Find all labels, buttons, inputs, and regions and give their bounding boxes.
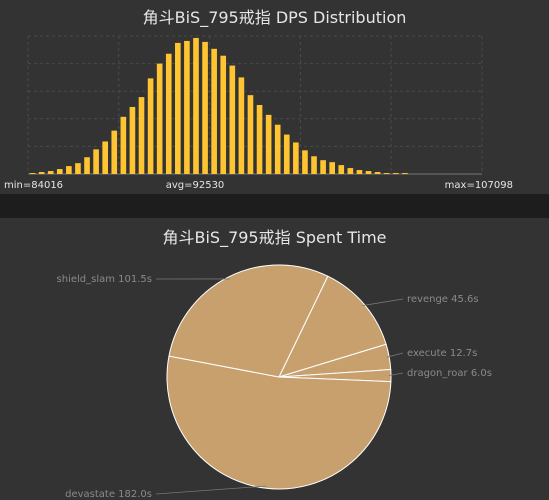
- histogram-bar: [302, 150, 308, 174]
- histogram-bar: [138, 97, 145, 174]
- histogram-bar: [229, 65, 236, 174]
- pie-labels: revenge 45.6s execute 12.7s dragon_roar 6.…: [57, 274, 492, 500]
- histogram-bar: [156, 63, 163, 174]
- histogram-bar: [274, 124, 281, 174]
- pie-leader-line: [388, 372, 404, 377]
- histogram-bar: [111, 130, 118, 174]
- histogram-bar: [93, 149, 99, 174]
- spent-time-title: 角斗BiS_795戒指 Spent Time: [162, 228, 387, 247]
- histogram-bar: [184, 40, 190, 175]
- histogram-bar: [293, 142, 299, 174]
- histogram-bar: [29, 173, 36, 174]
- pie-slice-revenge: [278, 275, 387, 378]
- histogram-bar: [320, 160, 326, 174]
- histogram-bar: [329, 162, 335, 174]
- max-label: max=107098: [445, 180, 513, 191]
- histogram-bar: [356, 170, 363, 174]
- histogram-bar: [129, 106, 136, 174]
- histogram-bar: [102, 141, 108, 174]
- pie-leader-line: [362, 298, 404, 307]
- pie-leader-line: [155, 485, 267, 495]
- histogram-bar: [392, 173, 399, 174]
- min-label: min=84016: [4, 180, 63, 191]
- histogram-bar: [47, 171, 54, 174]
- histogram-bar: [311, 156, 317, 174]
- histogram-bar: [147, 78, 154, 174]
- spent-time-panel: 角斗BiS_795戒指 Spent Time revenge 45.6s exec…: [0, 218, 549, 500]
- spent-time-pie: revenge 45.6s execute 12.7s dragon_roar 6.…: [57, 264, 492, 500]
- histogram-bar: [256, 105, 263, 174]
- dps-histogram: min=84016 avg=92530 max=107098: [4, 35, 513, 191]
- histogram-bar: [347, 168, 354, 174]
- histogram-bar: [75, 163, 81, 174]
- pie-leader-line: [386, 352, 404, 358]
- histogram-bar: [374, 172, 381, 174]
- pie-label-execute: execute 12.7s: [407, 348, 477, 359]
- histogram-bar: [365, 171, 372, 174]
- pie-slice-shield-slam: [168, 264, 329, 378]
- pie-label-dragon-roar: dragon_roar 6.0s: [407, 368, 492, 379]
- pie-slice-devastate: [166, 355, 392, 490]
- panel-divider: [0, 194, 549, 218]
- pie-label-shield-slam: shield_slam 101.5s: [57, 274, 152, 285]
- histogram-bar: [56, 169, 63, 174]
- histogram-bar: [402, 173, 408, 174]
- histogram-bar: [265, 114, 272, 174]
- histogram-bar: [175, 42, 181, 175]
- histogram-bar: [165, 53, 172, 174]
- pie-slices: [166, 264, 392, 490]
- histogram-bar: [202, 41, 208, 174]
- histogram-bar: [283, 134, 290, 174]
- histogram-bar: [120, 116, 127, 174]
- pie-label-revenge: revenge 45.6s: [407, 294, 479, 305]
- avg-label: avg=92530: [166, 180, 225, 191]
- dps-distribution-title: 角斗BiS_795戒指 DPS Distribution: [142, 8, 407, 27]
- histogram-bar: [247, 95, 254, 174]
- histogram-bar: [238, 77, 245, 174]
- histogram-bar: [38, 172, 45, 174]
- histogram-bar: [84, 157, 90, 174]
- pie-label-devastate: devastate 182.0s: [65, 489, 152, 500]
- histogram-bar: [193, 37, 199, 174]
- histogram-bar: [383, 173, 390, 174]
- dps-distribution-panel: 角斗BiS_795戒指 DPS Distribution min=84016 a…: [0, 0, 549, 194]
- histogram-bar: [211, 48, 217, 175]
- histogram-bars: [29, 37, 408, 175]
- histogram-bar: [220, 55, 227, 174]
- histogram-bar: [338, 165, 345, 174]
- histogram-bar: [66, 166, 72, 174]
